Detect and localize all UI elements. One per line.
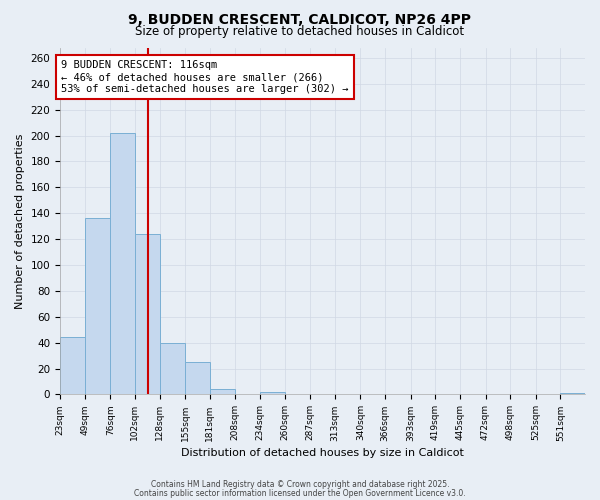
Text: Contains public sector information licensed under the Open Government Licence v3: Contains public sector information licen… [134,488,466,498]
Text: 9, BUDDEN CRESCENT, CALDICOT, NP26 4PP: 9, BUDDEN CRESCENT, CALDICOT, NP26 4PP [128,12,472,26]
Y-axis label: Number of detached properties: Number of detached properties [15,134,25,308]
Bar [110,133,135,394]
X-axis label: Distribution of detached houses by size in Caldicot: Distribution of detached houses by size … [181,448,464,458]
Bar [185,362,210,394]
Text: Size of property relative to detached houses in Caldicot: Size of property relative to detached ho… [136,25,464,38]
Text: Contains HM Land Registry data © Crown copyright and database right 2025.: Contains HM Land Registry data © Crown c… [151,480,449,489]
Bar [85,218,110,394]
Bar [210,390,235,394]
Text: 9 BUDDEN CRESCENT: 116sqm
← 46% of detached houses are smaller (266)
53% of semi: 9 BUDDEN CRESCENT: 116sqm ← 46% of detac… [61,60,349,94]
Bar [60,338,85,394]
Bar [160,342,185,394]
Bar [135,234,160,394]
Bar [260,392,284,394]
Bar [560,393,585,394]
